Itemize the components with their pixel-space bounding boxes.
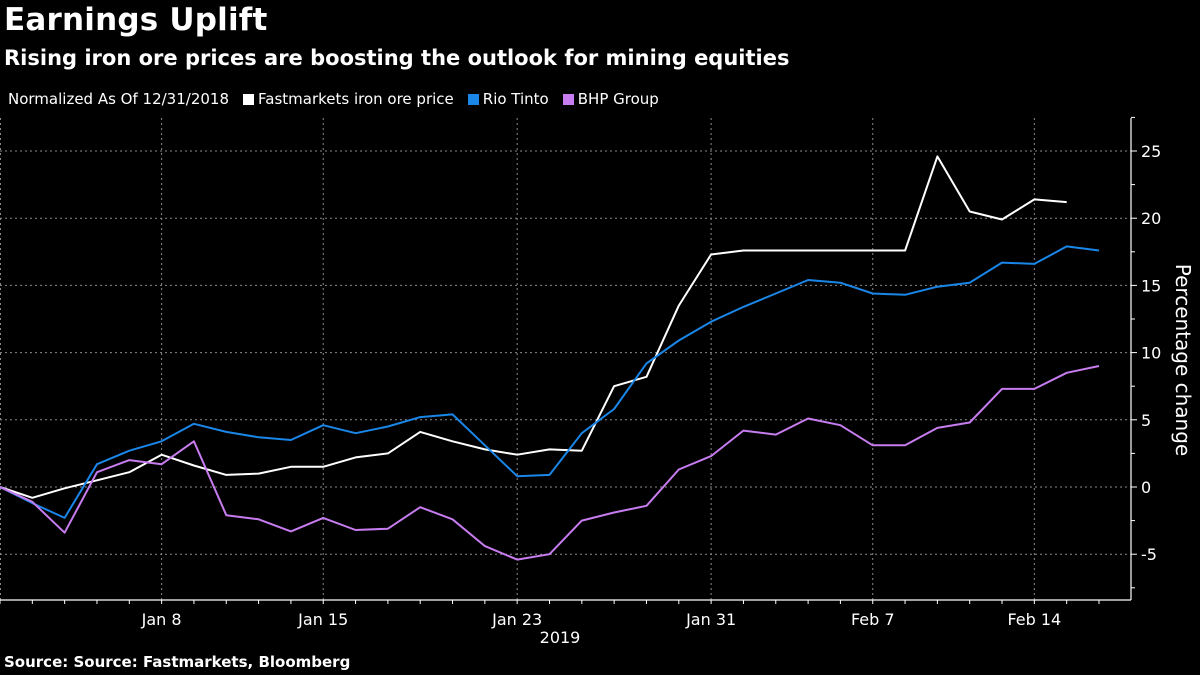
- legend-swatch-rio-tinto: [467, 93, 479, 105]
- y-axis-label: Percentage change: [1171, 264, 1195, 456]
- y-tick-label: 15: [1141, 276, 1161, 295]
- x-tick-label: Feb 7: [851, 610, 895, 629]
- chart-subtitle: Rising iron ore prices are boosting the …: [4, 46, 790, 70]
- x-tick-label: Jan 31: [685, 610, 736, 629]
- series-line-rio-tinto: [0, 245, 1100, 519]
- axes: -5 0 5 10 15 20 25 Jan 8 Jan 15 Jan 23 Jan 31 Feb 7…: [0, 116, 1161, 629]
- legend-swatch-iron-ore: [243, 93, 254, 105]
- y-tick-label: 25: [1141, 142, 1161, 161]
- y-tick-label: 10: [1141, 344, 1161, 363]
- legend: Normalized As Of 12/31/2018 Fastmarkets …: [8, 90, 673, 108]
- source-note: Source: Source: Fastmarkets, Bloomberg: [4, 653, 351, 671]
- series-lines: [0, 155, 1100, 561]
- series-line-bhp-group: [0, 365, 1100, 561]
- legend-note: Normalized As Of 12/31/2018: [8, 90, 229, 108]
- chart-title: Earnings Uplift: [4, 2, 268, 38]
- x-tick-label: Jan 23: [491, 610, 542, 629]
- y-tick-label: -5: [1141, 545, 1157, 564]
- legend-label-iron-ore: Fastmarkets iron ore price: [258, 90, 454, 108]
- legend-label-rio-tinto: Rio Tinto: [482, 90, 549, 108]
- legend-swatch-bhp: [562, 93, 574, 105]
- x-tick-label: Jan 8: [141, 610, 182, 629]
- series-line-fastmarkets-iron-ore-price: [0, 155, 1067, 499]
- y-tick-label: 5: [1141, 411, 1151, 430]
- x-tick-label: Jan 15: [297, 610, 348, 629]
- x-axis-label: 2019: [540, 628, 581, 647]
- y-tick-label: 0: [1141, 478, 1151, 497]
- y-tick-label: 20: [1141, 209, 1161, 228]
- legend-item-bhp: BHP Group: [562, 90, 659, 108]
- legend-item-iron-ore: Fastmarkets iron ore price: [243, 90, 454, 108]
- legend-item-rio-tinto: Rio Tinto: [467, 90, 549, 108]
- gridlines: [0, 118, 1131, 600]
- legend-label-bhp: BHP Group: [577, 90, 659, 108]
- x-tick-label: Feb 14: [1007, 610, 1061, 629]
